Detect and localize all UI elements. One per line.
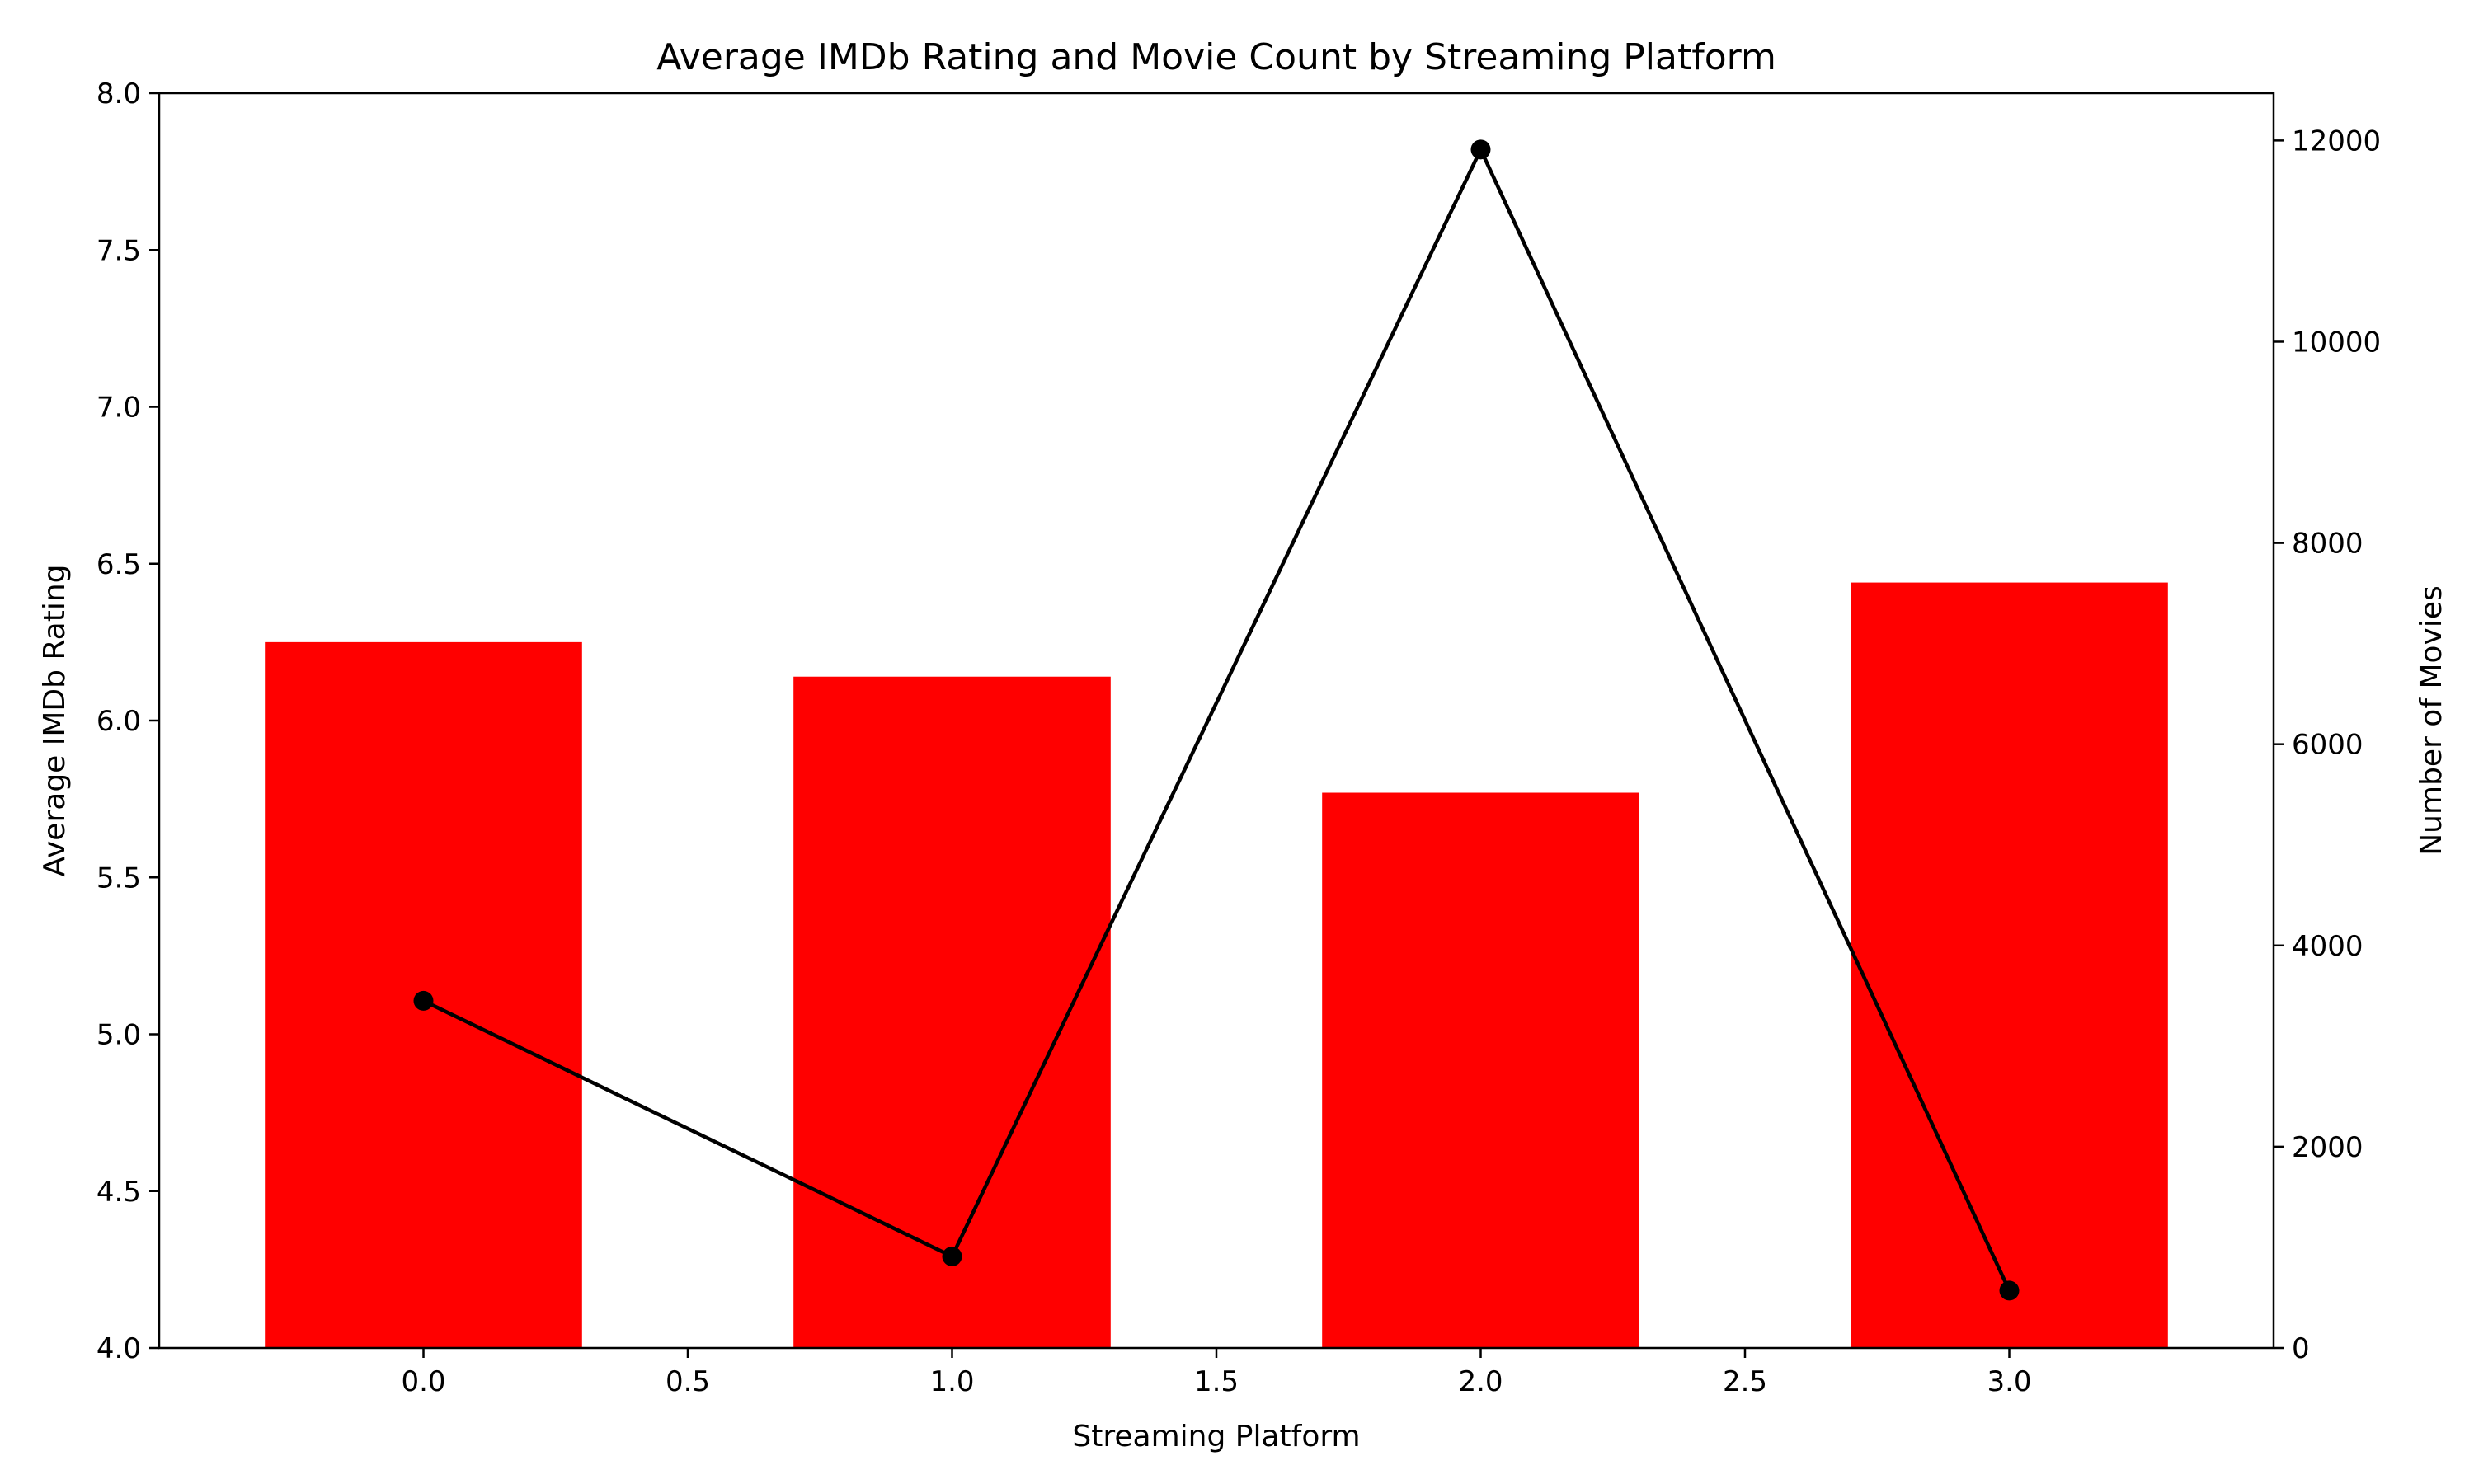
line-point-1	[942, 1246, 962, 1266]
x-tick-label-2: 1.0	[929, 1365, 974, 1398]
x-tick-label-4: 2.0	[1458, 1365, 1503, 1398]
y-axis-right: 0 2000 4000 6000 8000 10000 12000	[2274, 124, 2381, 1365]
y2-tick-label-2: 4000	[2292, 930, 2363, 963]
y-tick-label-0: 4.0	[96, 1332, 141, 1365]
y-axis-left: 4.0 4.5 5.0 5.5 6.0 6.5 7.0 7.5 8.0	[96, 77, 159, 1365]
y-tick-label-2: 5.0	[96, 1019, 141, 1052]
x-tick-label-5: 2.5	[1723, 1365, 1767, 1398]
y-tick-label-8: 8.0	[96, 77, 141, 110]
x-tick-label-1: 0.5	[666, 1365, 710, 1398]
line-point-0	[413, 990, 434, 1011]
y-tick-label-5: 6.5	[96, 548, 141, 581]
x-tick-label-0: 0.0	[401, 1365, 445, 1398]
line-layer	[413, 139, 2020, 1301]
y-axis-label: Average IMDb Rating	[38, 564, 72, 876]
x-tick-label-6: 3.0	[1987, 1365, 2031, 1398]
x-axis-label: Streaming Platform	[1072, 1420, 1360, 1453]
y-tick-label-4: 6.0	[96, 705, 141, 738]
bar-3	[1851, 582, 2168, 1348]
y2-tick-label-4: 8000	[2292, 528, 2363, 561]
chart-title: Average IMDb Rating and Movie Count by S…	[656, 36, 1776, 78]
y-tick-label-3: 5.5	[96, 862, 141, 895]
y2-tick-label-0: 0	[2292, 1332, 2310, 1365]
movie-count-line	[422, 148, 2011, 1292]
y-tick-label-7: 7.5	[96, 234, 141, 267]
y2-axis-label: Number of Movies	[2415, 585, 2448, 856]
y2-tick-label-3: 6000	[2292, 729, 2363, 762]
x-tick-label-3: 1.5	[1194, 1365, 1239, 1398]
bar-2	[1322, 792, 1639, 1348]
line-point-2	[1470, 139, 1491, 160]
y-tick-label-1: 4.5	[96, 1176, 141, 1209]
y-tick-label-6: 7.0	[96, 392, 141, 425]
y2-tick-label-1: 2000	[2292, 1131, 2363, 1164]
bar-1	[793, 676, 1111, 1348]
y2-tick-label-5: 10000	[2292, 326, 2381, 359]
y2-tick-label-6: 12000	[2292, 124, 2381, 157]
line-point-3	[1999, 1280, 2020, 1301]
x-axis: 0.0 0.5 1.0 1.5 2.0 2.5 3.0	[401, 1348, 2032, 1398]
